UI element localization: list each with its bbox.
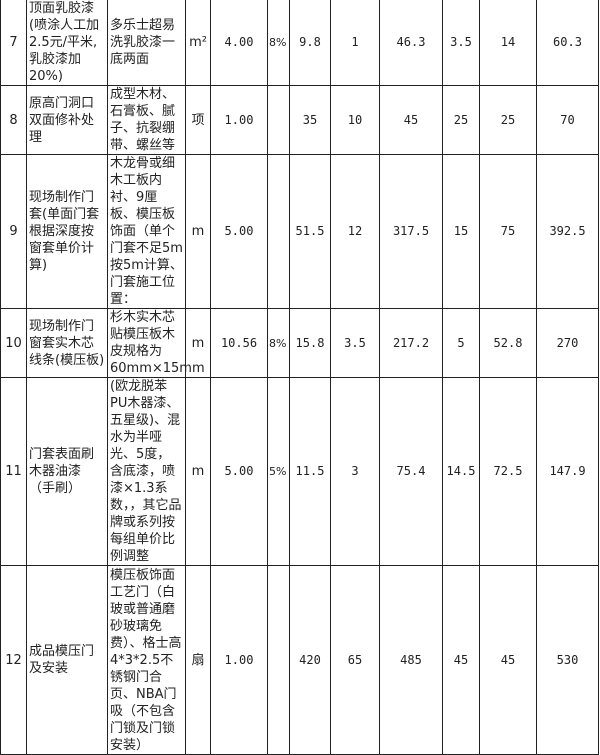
unit: m	[185, 308, 211, 378]
item-description: 成型木材、石膏板、腻子、抗裂绷带、螺丝等	[107, 85, 186, 155]
quantity: 1.00	[210, 85, 268, 155]
item-description: 杉木实木芯贴模压板木皮规格为60mm×15mm	[107, 308, 205, 378]
total: 270	[536, 308, 599, 378]
aux-total: 25	[479, 85, 537, 155]
quantity: 5.00	[210, 377, 268, 566]
loss-rate: 8%	[267, 0, 290, 86]
total: 70	[536, 85, 599, 155]
row-number: 11	[0, 377, 27, 566]
loss-rate	[267, 154, 290, 309]
total: 60.3	[536, 0, 599, 86]
item-description: 多乐士超易洗乳胶漆一底两面	[107, 0, 186, 86]
row-number: 9	[0, 154, 27, 309]
price-material: 420	[289, 565, 331, 755]
quantity: 10.56	[210, 308, 268, 378]
price-labor: 65	[330, 565, 380, 755]
loss-rate	[267, 565, 290, 755]
unit: m	[185, 377, 211, 566]
table-row: 12 成品模压门及安装 模压板饰面工艺门（白玻或普通磨砂玻璃免费）、格士高4*3*2…	[0, 565, 599, 755]
price-material: 51.5	[289, 154, 331, 309]
aux-total: 52.8	[479, 308, 537, 378]
subtotal: 217.2	[379, 308, 443, 378]
item-description: 模压板饰面工艺门（白玻或普通磨砂玻璃免费）、格士高4*3*2.5不锈钢门合页、N…	[107, 565, 186, 755]
price-material: 15.8	[289, 308, 331, 378]
price-aux: 3.5	[442, 0, 480, 86]
price-material: 11.5	[289, 377, 331, 566]
item-name: 顶面乳胶漆(喷涂人工加2.5元/平米,乳胶漆加20%)	[26, 0, 108, 86]
subtotal: 485	[379, 565, 443, 755]
item-name: 现场制作门套(单面门套根据深度按窗套单价计算)	[26, 154, 108, 309]
subtotal: 46.3	[379, 0, 443, 86]
table-row: 8 原高门洞口双面修补处理 成型木材、石膏板、腻子、抗裂绷带、螺丝等项 1.00 35 1…	[0, 85, 599, 155]
loss-rate	[267, 85, 290, 155]
quantity: 5.00	[210, 154, 268, 309]
item-name: 现场制作门窗套实木芯线条(模压板)	[26, 308, 108, 378]
item-description: 木龙骨或细木工板内衬、9厘板、模压板饰面（单个门套不足5m按5m计算、门套施工位…	[107, 154, 186, 309]
price-aux: 5	[442, 308, 480, 378]
subtotal: 45	[379, 85, 443, 155]
quantity: 1.00	[210, 565, 268, 755]
aux-total: 14	[479, 0, 537, 86]
loss-rate: 5%	[267, 377, 290, 566]
unit: 项	[185, 85, 211, 155]
total: 147.9	[536, 377, 599, 566]
table-row: 9 现场制作门套(单面门套根据深度按窗套单价计算) 木龙骨或细木工板内衬、9厘板、模…	[0, 154, 599, 309]
table-row: 7 顶面乳胶漆(喷涂人工加2.5元/平米,乳胶漆加20%) 多乐士超易洗乳胶漆一底两…	[0, 0, 599, 86]
price-labor: 12	[330, 154, 380, 309]
quantity: 4.00	[210, 0, 268, 86]
item-description: (欧龙脱苯PU木器漆、五星级)、混水为半哑光、5度，含底漆，喷漆×1.3系数，，…	[107, 377, 186, 566]
total: 392.5	[536, 154, 599, 309]
table-row: 11 门套表面刷木器油漆（手刷） (欧龙脱苯PU木器漆、五星级)、混水为半哑光、5度…	[0, 377, 599, 566]
price-aux: 45	[442, 565, 480, 755]
price-material: 35	[289, 85, 331, 155]
subtotal: 75.4	[379, 377, 443, 566]
row-number: 12	[0, 565, 27, 755]
price-labor: 3.5	[330, 308, 380, 378]
item-name: 成品模压门及安装	[26, 565, 108, 755]
item-name: 门套表面刷木器油漆（手刷）	[26, 377, 108, 566]
total: 530	[536, 565, 599, 755]
row-number: 7	[0, 0, 27, 86]
price-labor: 10	[330, 85, 380, 155]
price-aux: 14.5	[442, 377, 480, 566]
price-aux: 25	[442, 85, 480, 155]
item-name: 原高门洞口双面修补处理	[26, 85, 108, 155]
unit: 扇	[185, 565, 211, 755]
subtotal: 317.5	[379, 154, 443, 309]
price-labor: 3	[330, 377, 380, 566]
aux-total: 45	[479, 565, 537, 755]
price-labor: 1	[330, 0, 380, 86]
row-number: 8	[0, 85, 27, 155]
row-number: 10	[0, 308, 27, 378]
table-row: 10 现场制作门窗套实木芯线条(模压板) 杉木实木芯贴模压板木皮规格为60mm×15…	[0, 308, 599, 378]
loss-rate: 8%	[267, 308, 290, 378]
aux-total: 72.5	[479, 377, 537, 566]
aux-total: 75	[479, 154, 537, 309]
price-material: 9.8	[289, 0, 331, 86]
price-aux: 15	[442, 154, 480, 309]
unit: m²	[185, 0, 211, 86]
unit: m	[185, 154, 211, 309]
